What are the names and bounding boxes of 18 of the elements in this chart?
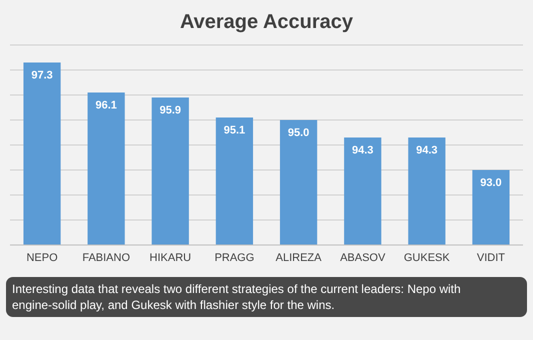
data-label: 96.1 bbox=[95, 100, 117, 112]
x-tick-label: FABIANO bbox=[82, 252, 130, 264]
chart-title: Average Accuracy bbox=[180, 11, 354, 33]
x-tick-label: ABASOV bbox=[340, 252, 386, 264]
text: Interesting data that reveals two different strategies of the current leaders: Nepo with engine-solid play, and Gukesk with flashier style for the wins. bbox=[12, 282, 461, 312]
x-tick-label: VIDIT bbox=[476, 252, 506, 264]
data-label: 95.0 bbox=[288, 127, 310, 139]
x-tick-label: PRAGG bbox=[214, 252, 254, 264]
x-tick-label: ALIREZA bbox=[276, 252, 322, 264]
data-label: 93.0 bbox=[480, 177, 502, 189]
x-tick-label: NEPO bbox=[26, 252, 58, 264]
x-tick-label: GUKESK bbox=[404, 252, 450, 264]
data-label: 95.9 bbox=[160, 104, 182, 116]
data-label: 95.1 bbox=[224, 124, 246, 136]
x-tick-label: HIKARU bbox=[150, 252, 192, 264]
data-label: 94.3 bbox=[352, 144, 374, 156]
data-label: 97.3 bbox=[31, 70, 53, 82]
data-label: 94.3 bbox=[416, 144, 438, 156]
